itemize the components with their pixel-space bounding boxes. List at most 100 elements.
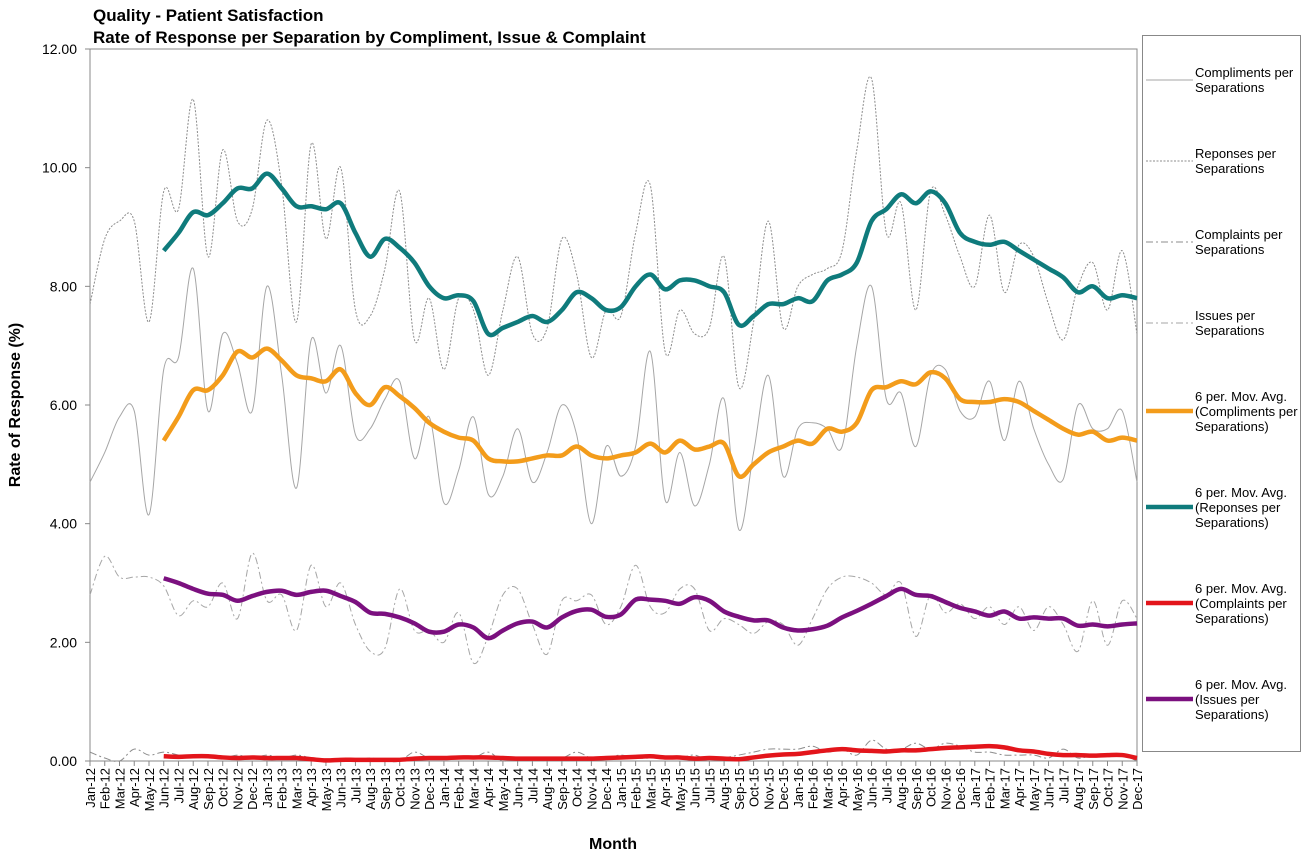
chart-title: Quality - Patient Satisfaction [93, 6, 324, 25]
legend-item: 6 per. Mov. Avg. (Compliments per Separa… [1143, 389, 1300, 434]
x-tick-label: Aug-12 [186, 768, 201, 810]
x-tick-label: Jul-15 [702, 768, 717, 803]
x-tick-label: Oct-16 [924, 768, 939, 807]
x-tick-label: Oct-13 [393, 768, 408, 807]
x-tick-label: Feb-13 [275, 768, 290, 809]
legend-label: Complaints per Separations [1195, 227, 1283, 258]
legend-label: Compliments per Separations [1195, 65, 1294, 96]
x-tick-label: Mar-17 [997, 768, 1012, 809]
series-line [89, 76, 1138, 390]
x-tick-label: Sep-17 [1086, 768, 1101, 810]
x-tick-label: May-17 [1027, 768, 1042, 811]
x-tick-label: Jun-17 [1042, 768, 1057, 808]
x-tick-label: Dec-13 [422, 768, 437, 810]
x-tick-label: Sep-15 [732, 768, 747, 810]
x-tick-label: Mar-15 [643, 768, 658, 809]
x-tick-label: Jul-17 [1056, 768, 1071, 803]
legend-item: 6 per. Mov. Avg. (Reponses per Separatio… [1143, 485, 1300, 530]
x-tick-label: Jun-15 [688, 768, 703, 808]
x-tick-label: Mar-13 [289, 768, 304, 809]
x-tick-label: Jun-12 [157, 768, 172, 808]
x-tick-label: Dec-16 [953, 768, 968, 810]
x-tick-label: Oct-15 [747, 768, 762, 807]
x-tick-label: Sep-14 [555, 768, 570, 810]
legend-item: Compliments per Separations [1143, 65, 1300, 95]
series-line [89, 267, 1138, 531]
x-tick-label: Sep-12 [201, 768, 216, 810]
legend-item: 6 per. Mov. Avg. (Issues per Separations… [1143, 677, 1300, 722]
y-tick-label: 8.00 [50, 278, 77, 294]
x-tick-label: Aug-17 [1071, 768, 1086, 810]
x-tick-label: Apr-13 [304, 768, 319, 807]
legend-swatch [1146, 600, 1193, 606]
y-axis-label: Rate of Response (%) [7, 323, 24, 487]
x-tick-label: Oct-14 [570, 768, 585, 807]
x-tick-label: Apr-15 [658, 768, 673, 807]
legend-label: Issues per Separations [1195, 308, 1265, 339]
legend-label: 6 per. Mov. Avg. (Complaints per Separat… [1195, 580, 1288, 626]
y-tick-label: 12.00 [42, 41, 77, 57]
x-tick-label: Dec-14 [599, 768, 614, 810]
x-tick-label: Apr-17 [1012, 768, 1027, 807]
legend-label: 6 per. Mov. Avg. (Reponses per Separatio… [1195, 484, 1288, 530]
x-tick-label: Mar-16 [820, 768, 835, 809]
x-tick-label: Mar-14 [466, 768, 481, 809]
legend-swatch [1146, 322, 1193, 324]
x-tick-label: Jan-12 [83, 768, 98, 808]
x-tick-label: Jun-14 [511, 768, 526, 808]
y-tick-label: 10.00 [42, 160, 77, 176]
x-tick-label: Jan-15 [614, 768, 629, 808]
x-tick-label: Apr-16 [835, 768, 850, 807]
x-tick-label: Feb-17 [983, 768, 998, 809]
x-tick-label: Aug-13 [363, 768, 378, 810]
series-line [163, 743, 1138, 763]
legend-swatch [1146, 160, 1193, 162]
legend-swatch [1146, 79, 1193, 81]
x-tick-label: Dec-15 [776, 768, 791, 810]
x-tick-label: May-14 [496, 768, 511, 811]
legend-item: Complaints per Separations [1143, 227, 1300, 257]
x-tick-label: Feb-12 [98, 768, 113, 809]
y-tick-label: 6.00 [50, 397, 77, 413]
legend-swatch [1146, 696, 1193, 702]
x-tick-label: May-13 [319, 768, 334, 811]
x-tick-label: Nov-12 [230, 768, 245, 810]
legend: Compliments per Separations Reponses per … [1142, 35, 1301, 752]
series-line [161, 171, 1138, 338]
x-tick-label: Feb-15 [629, 768, 644, 809]
x-tick-label: Sep-16 [909, 768, 924, 810]
x-tick-label: Jun-13 [334, 768, 349, 808]
x-tick-label: Dec-12 [245, 768, 260, 810]
x-tick-label: Feb-16 [806, 768, 821, 809]
legend-item: Issues per Separations [1143, 308, 1300, 338]
x-tick-label: Oct-17 [1101, 768, 1116, 807]
legend-swatch [1146, 505, 1193, 510]
y-tick-label: 4.00 [50, 516, 77, 532]
x-tick-label: Jun-16 [865, 768, 880, 808]
x-tick-label: May-16 [850, 768, 865, 811]
x-tick-label: Aug-14 [540, 768, 555, 810]
x-tick-label: Dec-17 [1130, 768, 1145, 810]
chart-subtitle: Rate of Response per Separation by Compl… [93, 28, 646, 47]
x-tick-label: Oct-12 [216, 768, 231, 807]
legend-label: 6 per. Mov. Avg. (Compliments per Separa… [1195, 388, 1298, 434]
legend-swatch [1146, 409, 1193, 414]
y-tick-label: 0.00 [50, 753, 77, 769]
x-tick-label: Aug-15 [717, 768, 732, 810]
x-tick-label: Apr-14 [481, 768, 496, 807]
legend-item: Reponses per Separations [1143, 146, 1300, 176]
x-tick-label: Jan-16 [791, 768, 806, 808]
x-tick-label: Feb-14 [452, 768, 467, 809]
x-tick-label: Nov-16 [938, 768, 953, 810]
x-tick-label: Aug-16 [894, 768, 909, 810]
series-line [163, 576, 1138, 641]
x-tick-label: Nov-15 [761, 768, 776, 810]
series-line [161, 346, 1138, 480]
legend-swatch [1146, 241, 1193, 243]
y-tick-label: 2.00 [50, 634, 77, 650]
x-tick-label: Jan-14 [437, 768, 452, 808]
x-tick-label: Nov-14 [584, 768, 599, 810]
x-tick-label: Jul-13 [348, 768, 363, 803]
